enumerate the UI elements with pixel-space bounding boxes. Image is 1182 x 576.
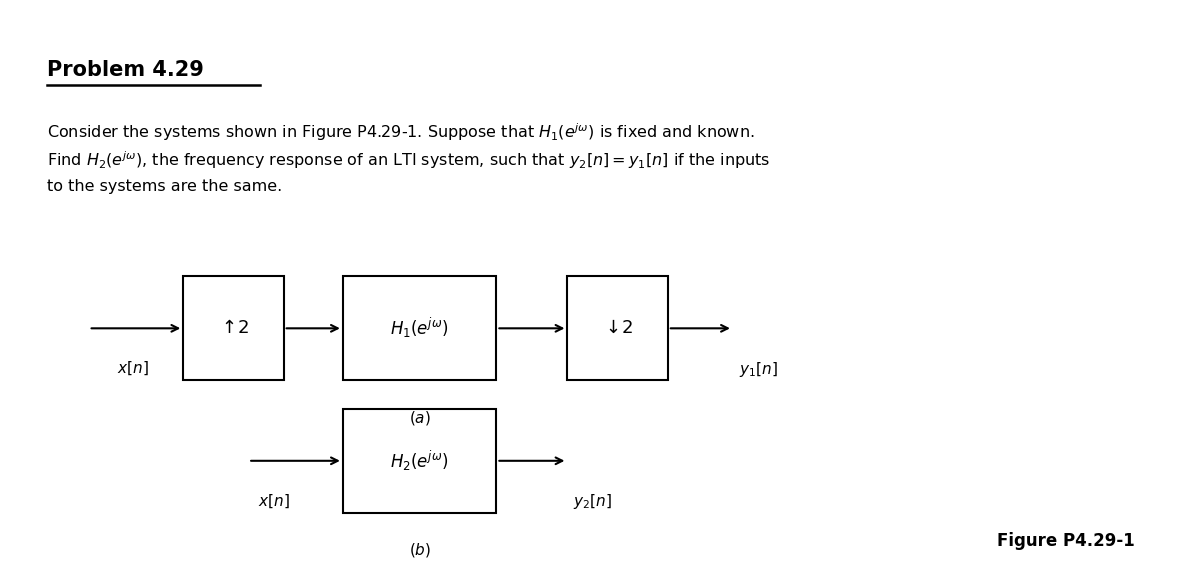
Text: $(b)$: $(b)$ <box>409 541 430 559</box>
Bar <box>567 276 668 380</box>
Text: $\uparrow\!2$: $\uparrow\!2$ <box>217 319 249 338</box>
Text: $H_1(e^{j\omega})$: $H_1(e^{j\omega})$ <box>390 316 449 340</box>
Text: $\downarrow\!2$: $\downarrow\!2$ <box>602 319 634 338</box>
Text: $x[n]$: $x[n]$ <box>259 492 290 510</box>
Text: $H_2(e^{j\omega})$: $H_2(e^{j\omega})$ <box>390 449 449 473</box>
Text: Find $H_2(e^{j\omega})$, the frequency response of an LTI system, such that $y_2: Find $H_2(e^{j\omega})$, the frequency r… <box>47 150 771 172</box>
Text: Figure P4.29-1: Figure P4.29-1 <box>996 532 1135 550</box>
Bar <box>183 276 284 380</box>
Text: $y_2[n]$: $y_2[n]$ <box>573 492 612 511</box>
Text: $x[n]$: $x[n]$ <box>117 360 148 377</box>
Text: to the systems are the same.: to the systems are the same. <box>47 179 282 194</box>
Text: Consider the systems shown in Figure P4.29-1. Suppose that $H_1(e^{j\omega})$ is: Consider the systems shown in Figure P4.… <box>47 121 755 143</box>
Text: $y_1[n]$: $y_1[n]$ <box>739 360 778 379</box>
Bar <box>343 276 496 380</box>
Text: $(a)$: $(a)$ <box>409 409 430 427</box>
Text: Problem 4.29: Problem 4.29 <box>47 60 204 81</box>
Bar <box>343 409 496 513</box>
